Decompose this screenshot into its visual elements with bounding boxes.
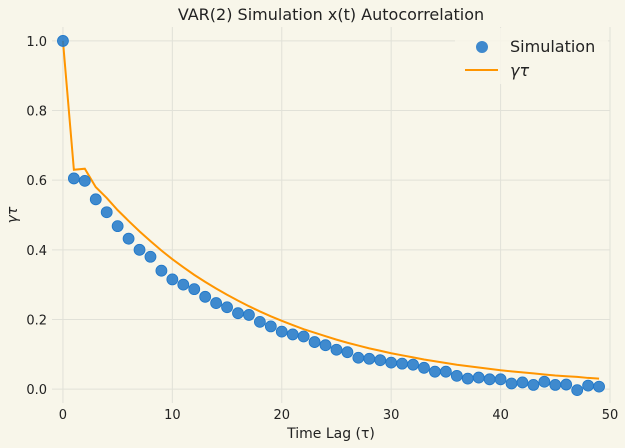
simulation-point [494, 373, 507, 386]
chart-title: VAR(2) Simulation x(t) Autocorrelation [178, 5, 484, 24]
x-tick-label: 30 [383, 408, 400, 423]
y-tick-label: 0.6 [26, 174, 47, 189]
simulation-point [308, 336, 321, 348]
simulation-point [264, 320, 277, 333]
axis-ticks: 0 10 20 30 40 50 0.0 0.2 0.4 0.6 0.8 1.0 [26, 35, 618, 423]
simulation-point [232, 307, 244, 320]
simulation-point [177, 278, 190, 291]
simulation-point [199, 290, 212, 303]
simulation-point [144, 250, 157, 263]
simulation-point [297, 330, 310, 343]
simulation-point [461, 372, 474, 385]
y-tick-label: 0.4 [26, 244, 47, 259]
simulation-point [439, 365, 452, 378]
simulation-point [527, 378, 540, 391]
legend-marker-simulation [476, 41, 488, 53]
simulation-point [122, 232, 135, 245]
simulation-point [582, 379, 595, 392]
grid [52, 27, 611, 403]
simulation-point [418, 361, 430, 374]
simulation-point [341, 346, 354, 359]
simulation-point [188, 283, 201, 296]
x-tick-label: 0 [59, 408, 67, 423]
simulation-point [374, 354, 387, 367]
simulation-point [67, 172, 80, 185]
simulation-point [549, 378, 562, 391]
simulation-point [319, 339, 332, 352]
simulation-point [210, 297, 223, 309]
y-tick-label: 0.0 [26, 383, 47, 398]
gamma-line [61, 40, 600, 380]
x-axis-label: Time Lag (τ) [286, 426, 375, 442]
y-tick-label: 0.8 [26, 105, 47, 120]
x-tick-label: 40 [492, 408, 509, 423]
legend: Simulation γτ [455, 28, 608, 84]
simulation-point [560, 378, 573, 391]
simulation-point [483, 373, 496, 386]
simulation-point [407, 358, 419, 371]
simulation-point [243, 309, 255, 321]
simulation-point [516, 376, 529, 389]
simulation-point [538, 375, 551, 388]
simulation-point [78, 174, 91, 187]
y-tick-label: 1.0 [26, 35, 47, 50]
simulation-point [472, 371, 485, 384]
simulation-point [396, 357, 409, 370]
x-tick-label: 10 [164, 408, 181, 423]
y-tick-label: 0.2 [26, 313, 47, 328]
simulation-point [505, 377, 518, 390]
legend-box [455, 28, 608, 84]
simulation-point [450, 369, 463, 382]
x-tick-label: 50 [602, 408, 619, 423]
simulation-point [275, 325, 288, 338]
simulation-point [111, 220, 124, 233]
simulation-point [166, 273, 179, 286]
simulation-point [89, 193, 102, 206]
simulation-point [330, 343, 343, 356]
simulation-point [385, 356, 398, 369]
legend-label-simulation: Simulation [510, 37, 595, 56]
scatter-series [57, 35, 605, 397]
simulation-point [155, 264, 168, 277]
legend-label-gamma: γτ [510, 61, 529, 80]
simulation-point [221, 301, 233, 314]
y-axis-label: γτ [5, 206, 21, 223]
simulation-point [286, 328, 299, 341]
simulation-point [57, 35, 69, 47]
x-tick-label: 20 [273, 408, 290, 423]
simulation-point [593, 380, 605, 393]
simulation-point [429, 365, 441, 378]
simulation-point [100, 206, 113, 219]
simulation-point [253, 315, 266, 328]
simulation-point [133, 243, 146, 256]
simulation-point [352, 351, 365, 364]
simulation-point [571, 384, 584, 397]
simulation-point [363, 352, 376, 365]
line-series [61, 40, 600, 380]
